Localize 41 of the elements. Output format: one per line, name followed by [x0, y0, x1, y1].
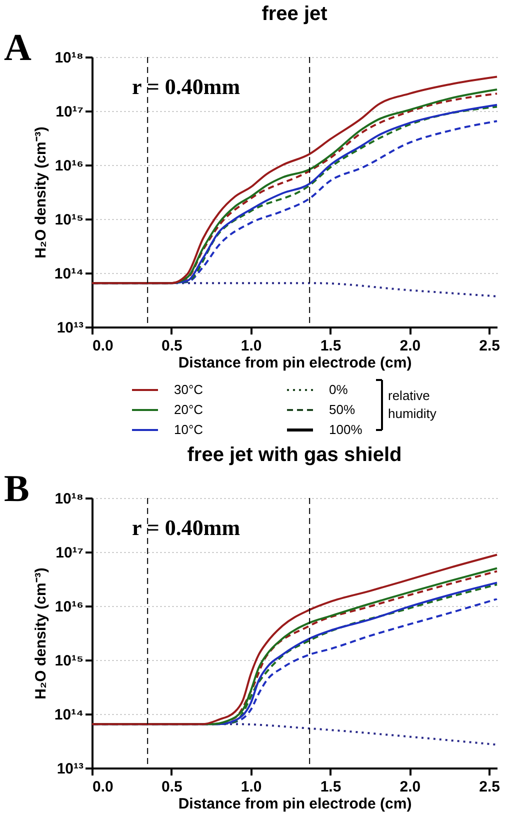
- y-tick-label: 10¹⁸: [54, 50, 84, 66]
- y-tick-label: 10¹³: [56, 320, 84, 336]
- y-tick-label: 10¹⁷: [56, 104, 84, 120]
- legend-title: relative humidity: [388, 388, 437, 421]
- y-tick-label: 10¹⁴: [54, 266, 84, 282]
- x-tick-label: 1.5: [320, 778, 342, 796]
- x-tick-label: 2.0: [400, 778, 421, 796]
- text: A: [4, 27, 32, 69]
- y-axis-title: H₂O density (cm⁻³): [32, 568, 50, 700]
- x-tick-label: 1.0: [240, 778, 262, 796]
- legend-label: 30°C: [174, 382, 204, 397]
- text: B: [4, 468, 30, 510]
- y-tick-label: 10¹⁸: [54, 490, 84, 508]
- legend-label: 10°C: [174, 422, 204, 437]
- x-tick-label: 2.0: [400, 338, 421, 354]
- annotation: r = 0.40mm: [132, 74, 240, 99]
- annotation: r = 0.40mm: [132, 515, 240, 540]
- y-axis-title: H₂O density (cm⁻³): [32, 126, 50, 258]
- x-tick-label: 0.0: [92, 778, 114, 796]
- x-axis-title: Distance from pin electrode (cm): [178, 354, 412, 372]
- y-tick-label: 10¹⁴: [54, 706, 84, 724]
- legend-label: 0%: [329, 382, 348, 397]
- chart-title: free jet with gas shield: [187, 444, 402, 466]
- y-tick-label: 10¹³: [56, 760, 84, 778]
- y-tick-label: 10¹⁶: [54, 598, 84, 616]
- y-tick-label: 10¹⁵: [54, 212, 84, 228]
- x-tick-label: 1.0: [240, 338, 262, 354]
- y-tick-label: 10¹⁷: [56, 544, 84, 562]
- x-tick-label: 0.5: [161, 778, 182, 796]
- x-axis-title: Distance from pin electrode (cm): [178, 796, 412, 812]
- legend-label: 100%: [329, 422, 363, 437]
- x-tick-label: 0.5: [161, 338, 182, 354]
- y-tick-label: 10¹⁵: [54, 652, 84, 670]
- x-tick-label: 1.5: [320, 338, 342, 354]
- x-tick-label: 0.0: [92, 338, 114, 354]
- legend-label: 20°C: [174, 402, 204, 417]
- chart-title: free jet: [262, 3, 328, 25]
- x-tick-label: 2.5: [479, 338, 500, 354]
- x-tick-label: 2.5: [479, 778, 500, 796]
- y-tick-label: 10¹⁶: [54, 158, 84, 174]
- legend-label: 50%: [329, 402, 356, 417]
